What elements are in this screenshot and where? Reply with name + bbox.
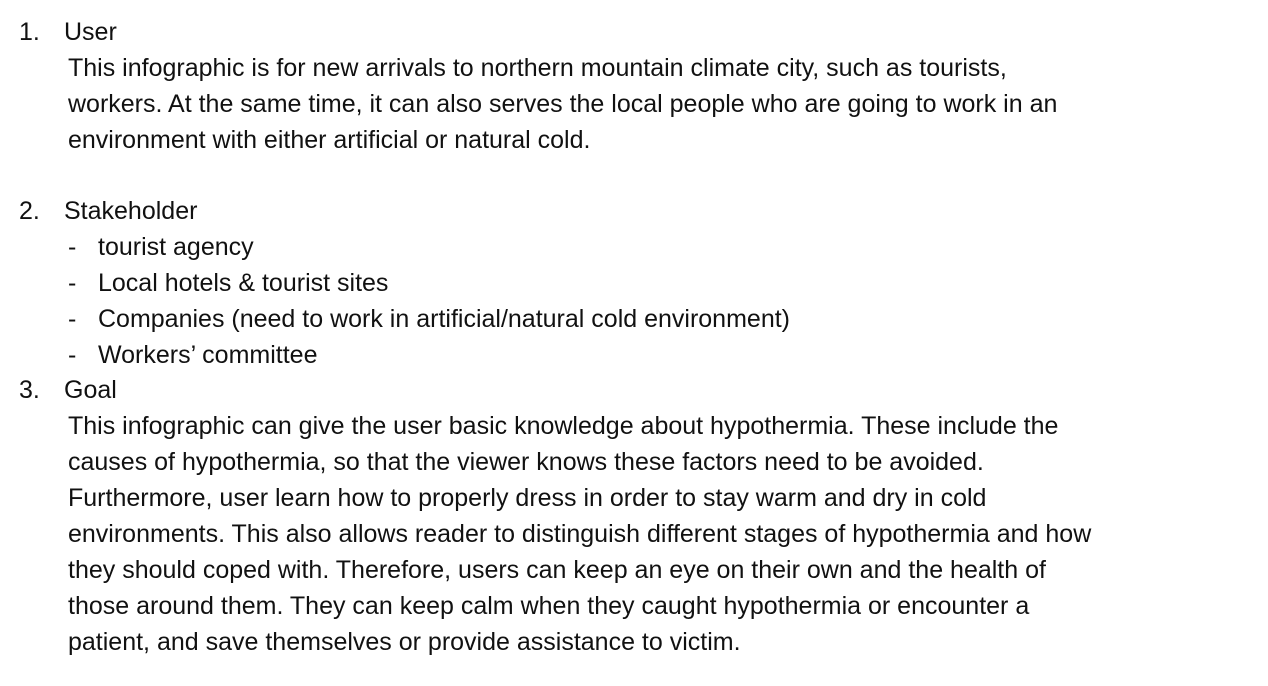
section-number: 3. [19, 376, 40, 404]
list-item: - Local hotels & tourist sites [0, 265, 1268, 301]
section-number: 2. [19, 197, 40, 225]
paragraph-line: causes of hypothermia, so that the viewe… [68, 448, 984, 476]
section-heading: 3. Goal [0, 372, 1268, 408]
paragraph-line: environment with either artificial or na… [68, 126, 591, 154]
section-stakeholder: 2. Stakeholder - tourist agency - Local … [0, 193, 1268, 373]
list-item-text: Local hotels & tourist sites [98, 269, 389, 297]
section-number: 1. [19, 18, 40, 46]
section-heading: 1. User [0, 14, 1268, 50]
paragraph-line: Furthermore, user learn how to properly … [68, 484, 987, 512]
paragraph-line: workers. At the same time, it can also s… [68, 90, 1058, 118]
paragraph-line: This infographic is for new arrivals to … [68, 54, 1007, 82]
paragraph-line: those around them. They can keep calm wh… [68, 592, 1030, 620]
list-item: - Companies (need to work in artificial/… [0, 301, 1268, 337]
list-item: - Workers’ committee [0, 337, 1268, 373]
bullet-marker: - [68, 305, 77, 333]
section-user: 1. User This infographic is for new arri… [0, 14, 1268, 158]
section-paragraph: This infographic is for new arrivals to … [68, 50, 1228, 158]
section-title: Stakeholder [64, 197, 198, 225]
stakeholder-list: - tourist agency - Local hotels & touris… [0, 229, 1268, 373]
section-heading: 2. Stakeholder [0, 193, 1268, 229]
list-item-text: Workers’ committee [98, 341, 318, 369]
paragraph-line: environments. This also allows reader to… [68, 520, 1092, 548]
list-item-text: tourist agency [98, 233, 254, 261]
bullet-marker: - [68, 233, 77, 261]
paragraph-line: patient, and save themselves or provide … [68, 628, 741, 656]
paragraph-line: This infographic can give the user basic… [68, 412, 1059, 440]
list-item: - tourist agency [0, 229, 1268, 265]
section-title: Goal [64, 376, 117, 404]
list-item-text: Companies (need to work in artificial/na… [98, 305, 790, 333]
bullet-marker: - [68, 269, 77, 297]
section-title: User [64, 18, 117, 46]
section-goal: 3. Goal This infographic can give the us… [0, 372, 1268, 660]
paragraph-line: they should coped with. Therefore, users… [68, 556, 1046, 584]
section-paragraph: This infographic can give the user basic… [68, 408, 1228, 660]
bullet-marker: - [68, 341, 77, 369]
